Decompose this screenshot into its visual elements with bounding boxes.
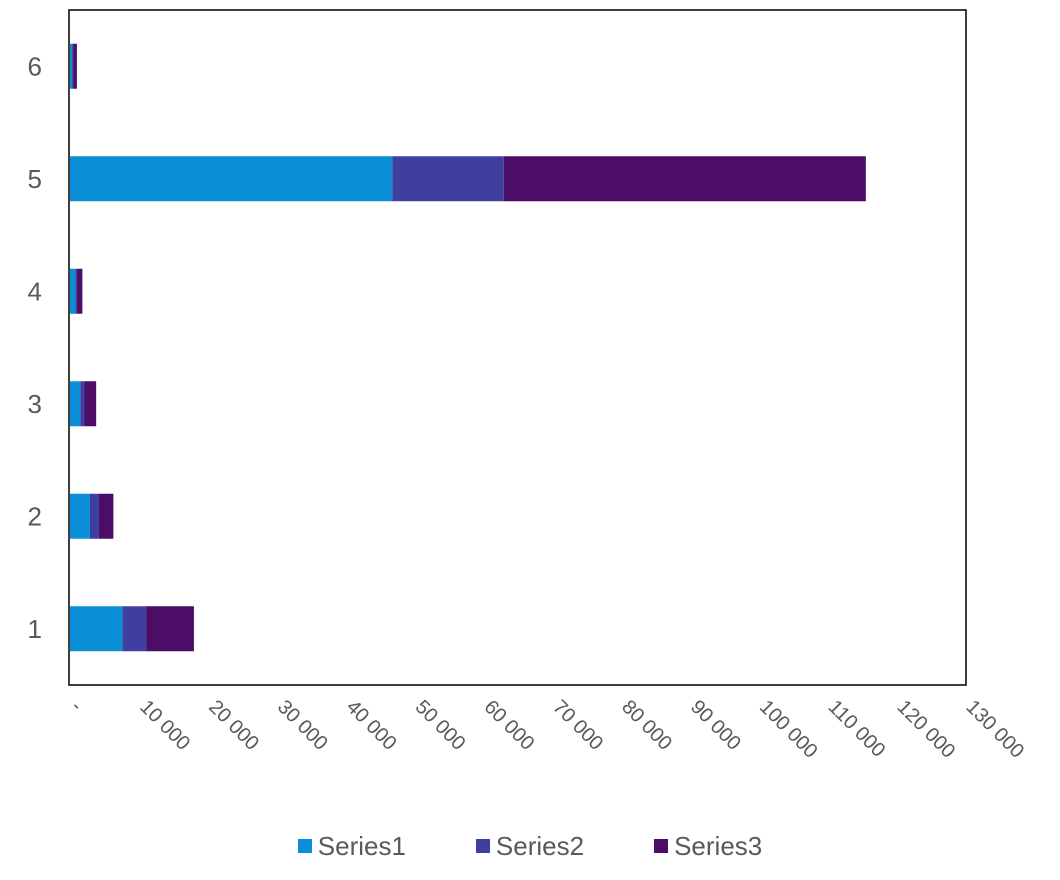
x-tick-label: 30 000: [273, 696, 332, 755]
bars-group: [70, 43, 866, 652]
bar-cat3-series2: [80, 381, 85, 427]
legend-label-series2: Series2: [495, 830, 585, 861]
bar-cat5-series2: [392, 156, 504, 202]
stacked-bar-chart: 1 2 3 4 5 6 - 10 000 20 000 30 000 40 000 50 000 60…: [28, 9, 1028, 763]
category-label: 2: [28, 501, 42, 531]
legend: Series1 Series2 Series3: [0, 826, 1060, 866]
bar-cat2-series3: [98, 493, 114, 539]
category-label: 5: [28, 164, 42, 194]
category-label: 3: [28, 389, 42, 419]
bar-cat1-series3: [146, 606, 194, 652]
bar-cat5-series1: [70, 156, 393, 202]
x-tick-label: 110 000: [824, 696, 890, 762]
category-label: 1: [28, 614, 42, 644]
bar-cat1-series1: [70, 606, 123, 652]
x-tick-label: 50 000: [411, 696, 470, 755]
bar-cat6-series1: [70, 43, 73, 89]
legend-swatch-series3: [654, 839, 669, 853]
legend-swatch-series2: [475, 839, 490, 853]
x-tick-label: 80 000: [617, 696, 676, 755]
x-tick-label: 20 000: [204, 696, 263, 755]
category-labels: 1 2 3 4 5 6: [28, 51, 42, 644]
legend-item-series1: Series1: [297, 830, 406, 862]
x-tick-label: 100 000: [755, 696, 822, 763]
x-tick-label: 70 000: [548, 696, 607, 755]
bar-cat4-series1: [70, 268, 76, 314]
bar-cat2-series1: [70, 493, 90, 539]
category-label: 6: [28, 51, 42, 81]
legend-item-series3: Series3: [654, 831, 762, 862]
bar-cat4-series2: [75, 268, 77, 314]
bar-cat6-series2: [72, 43, 74, 89]
category-label: 4: [28, 276, 42, 306]
legend-swatch-series1: [297, 839, 312, 853]
plot-area-border: [68, 9, 967, 686]
legend-label-series3: Series3: [674, 830, 763, 861]
legend-item-series2: Series2: [475, 830, 585, 862]
x-tick-labels: - 10 000 20 000 30 000 40 000 50 000 60 000 70 …: [66, 696, 1028, 763]
x-tick-label: 10 000: [135, 696, 194, 755]
x-tick-label: 60 000: [480, 696, 539, 755]
x-tick-label: 130 000: [961, 696, 1028, 763]
x-tick-label: 90 000: [686, 696, 745, 755]
x-tick-label: 40 000: [342, 696, 401, 755]
bar-cat4-series3: [76, 268, 83, 314]
x-tick-label: 120 000: [893, 696, 960, 763]
x-tick-label: -: [66, 696, 86, 716]
bar-cat5-series3: [503, 156, 866, 202]
bar-cat3-series3: [84, 381, 97, 427]
bar-cat1-series2: [122, 606, 147, 652]
bar-cat3-series1: [70, 381, 81, 427]
bar-cat6-series3: [73, 43, 77, 89]
bar-cat2-series2: [89, 493, 99, 539]
legend-label-series1: Series1: [317, 830, 406, 861]
